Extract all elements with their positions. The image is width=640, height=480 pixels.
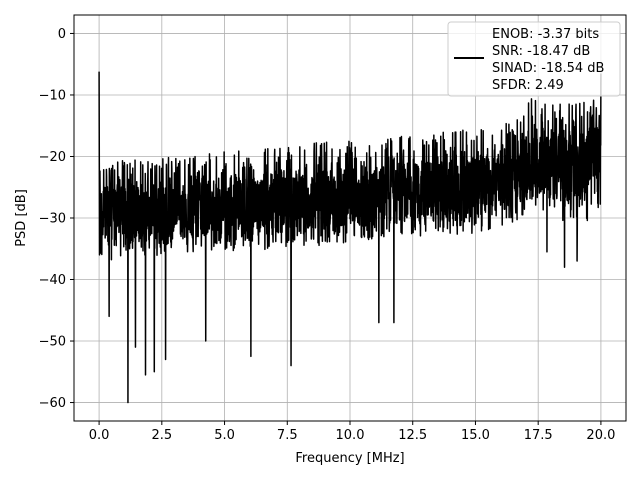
y-tick-label: −50: [39, 335, 66, 350]
y-axis-ticks: 0 −10 −20 −30 −40 −50 −60: [39, 27, 74, 411]
psd-trace-line: [98, 71, 602, 404]
y-axis-label: PSD [dB]: [14, 189, 29, 247]
x-tick-label: 12.5: [398, 428, 427, 443]
legend-text-sinad: SINAD: -18.54 dB: [492, 61, 604, 76]
x-tick-label: 15.0: [461, 428, 490, 443]
x-tick-label: 0.0: [89, 428, 110, 443]
y-tick-label: −20: [39, 150, 66, 165]
legend-text-sfdr: SFDR: 2.49: [492, 78, 564, 93]
y-tick-label: −60: [39, 396, 66, 411]
legend: ENOB: -3.37 bits SNR: -18.47 dB SINAD: -…: [447, 21, 621, 97]
psd-series: [98, 71, 602, 404]
y-tick-label: −30: [39, 212, 66, 227]
y-tick-label: −10: [39, 88, 66, 103]
y-tick-label: 0: [58, 27, 66, 42]
legend-box: [447, 21, 621, 97]
x-tick-label: 2.5: [151, 428, 172, 443]
x-axis-ticks: 0.0 2.5 5.0 7.5 10.0 12.5 15.0 17.5 20.0: [89, 421, 615, 443]
x-tick-label: 5.0: [214, 428, 235, 443]
y-tick-label: −40: [39, 273, 66, 288]
x-axis-label: Frequency [MHz]: [295, 451, 404, 466]
x-tick-label: 10.0: [336, 428, 365, 443]
legend-text-enob: ENOB: -3.37 bits: [492, 27, 599, 42]
x-tick-label: 7.5: [277, 428, 298, 443]
legend-text-snr: SNR: -18.47 dB: [492, 44, 590, 59]
x-tick-label: 20.0: [586, 428, 615, 443]
x-tick-label: 17.5: [524, 428, 553, 443]
